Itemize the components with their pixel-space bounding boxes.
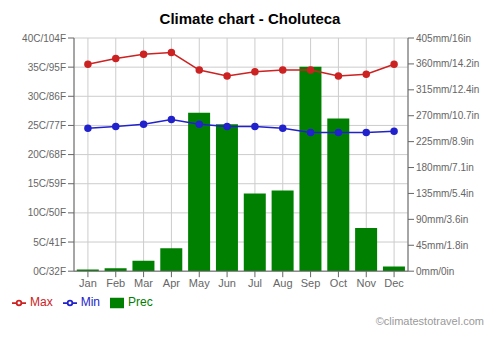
svg-text:Jan: Jan bbox=[79, 277, 97, 289]
html-text:Climate chart - Choluteca: Climate chart - Choluteca bbox=[159, 10, 341, 27]
svg-text:45mm/1.8in: 45mm/1.8in bbox=[416, 240, 468, 251]
svg-text:Mar: Mar bbox=[134, 277, 153, 289]
svg-text:Jul: Jul bbox=[248, 277, 262, 289]
svg-text:35C/95F: 35C/95F bbox=[28, 62, 66, 73]
svg-text:Dec: Dec bbox=[384, 277, 404, 289]
svg-text:0C/32F: 0C/32F bbox=[33, 266, 66, 277]
svg-text:135mm/5.4in: 135mm/5.4in bbox=[416, 188, 474, 199]
svg-text:20C/68F: 20C/68F bbox=[28, 149, 66, 160]
svg-text:405mm/16in: 405mm/16in bbox=[416, 33, 471, 44]
svg-text:Nov: Nov bbox=[356, 277, 376, 289]
svg-text:Aug: Aug bbox=[273, 277, 293, 289]
svg-text:270mm/10.7in: 270mm/10.7in bbox=[416, 110, 479, 121]
html-text:Prec: Prec bbox=[128, 295, 153, 310]
svg-text:315mm/12.4in: 315mm/12.4in bbox=[416, 84, 479, 95]
svg-text:Oct: Oct bbox=[330, 277, 347, 289]
svg-text:30C/86F: 30C/86F bbox=[28, 91, 66, 102]
html-text:Max: Max bbox=[30, 295, 53, 310]
svg-text:25C/77F: 25C/77F bbox=[28, 120, 66, 131]
svg-text:40C/104F: 40C/104F bbox=[22, 33, 66, 44]
svg-text:360mm/14.2in: 360mm/14.2in bbox=[416, 58, 479, 69]
svg-text:15C/59F: 15C/59F bbox=[28, 178, 66, 189]
svg-text:225mm/8.9in: 225mm/8.9in bbox=[416, 136, 474, 147]
svg-text:Apr: Apr bbox=[163, 277, 180, 289]
svg-text:90mm/3.6in: 90mm/3.6in bbox=[416, 214, 468, 225]
html-text:©climatestotravel.com: ©climatestotravel.com bbox=[375, 315, 484, 327]
svg-text:180mm/7.1in: 180mm/7.1in bbox=[416, 162, 474, 173]
svg-text:0mm/0in: 0mm/0in bbox=[416, 266, 454, 277]
svg-text:Sep: Sep bbox=[301, 277, 321, 289]
svg-text:10C/50F: 10C/50F bbox=[28, 207, 66, 218]
html-text:Min: Min bbox=[80, 295, 100, 310]
svg-text:5C/41F: 5C/41F bbox=[33, 237, 66, 248]
svg-text:Feb: Feb bbox=[106, 277, 125, 289]
svg-text:May: May bbox=[189, 277, 210, 289]
svg-text:Jun: Jun bbox=[218, 277, 236, 289]
